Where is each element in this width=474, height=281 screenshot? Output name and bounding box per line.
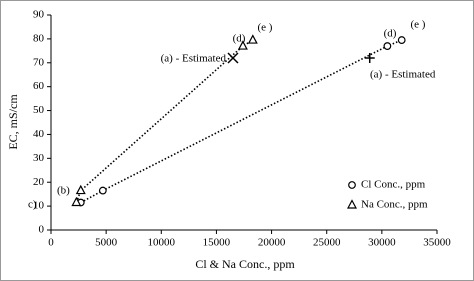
x-tick-label: 5000 — [95, 237, 118, 249]
x-axis-title: Cl & Na Conc., ppm — [195, 257, 295, 271]
y-tick-label: 20 — [33, 176, 45, 188]
y-tick-label: 90 — [33, 9, 45, 21]
point — [98, 186, 107, 195]
y-tick-label: 40 — [33, 128, 45, 140]
point — [71, 196, 82, 207]
annotation: (e ) — [411, 19, 426, 31]
point — [247, 34, 258, 44]
estimated-point — [227, 52, 239, 64]
annotation: (d) — [233, 33, 246, 45]
x-tick-label: 0 — [48, 237, 54, 249]
point — [75, 184, 86, 195]
trend-line — [75, 39, 254, 203]
point — [383, 42, 392, 50]
annotation: (a) - Estimated — [161, 53, 227, 65]
point — [397, 36, 406, 44]
point — [237, 40, 248, 50]
legend-marker — [348, 181, 356, 189]
annotation: (b) — [57, 185, 70, 197]
annotation: (e ) — [258, 22, 273, 34]
estimated-point — [364, 53, 375, 63]
y-tick-label: 60 — [33, 80, 45, 92]
y-axis-title: EC, mS/cm — [6, 94, 20, 150]
y-tick-label: 0 — [39, 224, 45, 236]
legend-label: Na Conc., ppm — [361, 199, 428, 211]
x-tick-label: 10000 — [148, 237, 176, 249]
annotation: (d) — [384, 28, 397, 40]
y-tick-label: 70 — [33, 56, 45, 68]
y-tick-label: 80 — [33, 32, 45, 44]
x-tick-label: 30000 — [368, 237, 396, 249]
x-tick-label: 20000 — [258, 237, 286, 249]
x-tick-label: 35000 — [423, 237, 451, 249]
annotation: (a) - Estimated — [370, 69, 436, 81]
y-tick-label: 30 — [33, 152, 45, 164]
x-tick-label: 25000 — [313, 237, 341, 249]
legend-marker — [347, 199, 357, 209]
x-tick-label: 15000 — [203, 237, 231, 249]
y-tick-label: 10 — [33, 200, 45, 212]
legend-label: Cl Conc., ppm — [361, 179, 426, 191]
y-tick-label: 50 — [33, 104, 45, 116]
annotation: c) — [28, 199, 37, 211]
